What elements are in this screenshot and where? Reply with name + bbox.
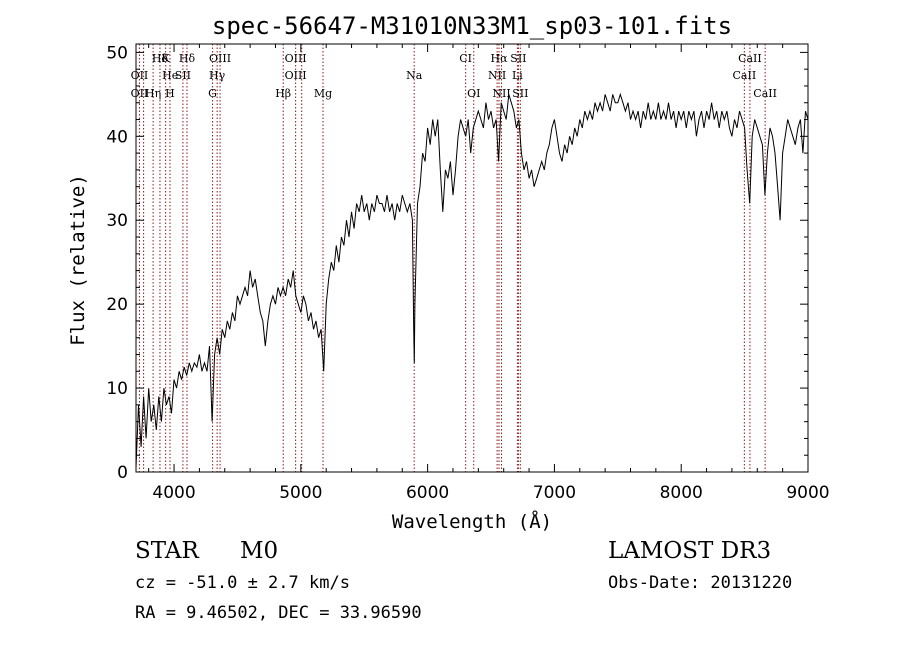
line-annotation: NII — [492, 87, 510, 100]
x-tick-label: 5000 — [279, 483, 322, 503]
observation-date: Obs-Date: 20131220 — [608, 573, 793, 593]
line-annotation: OI — [467, 87, 480, 100]
x-axis-label: Wavelength (Å) — [392, 510, 552, 533]
line-annotation: Hβ — [275, 87, 291, 100]
y-tick-label: 30 — [106, 211, 128, 231]
plot-frame — [135, 43, 809, 473]
line-annotation: SII — [512, 87, 528, 100]
y-tick-label: 10 — [106, 379, 128, 399]
line-markers — [138, 44, 766, 472]
x-tick-label: 6000 — [406, 483, 449, 503]
x-tick-label: 9000 — [786, 483, 829, 503]
spectrum-line — [135, 92, 809, 468]
line-annotation: Hα — [490, 52, 508, 65]
y-tick-label: 50 — [106, 43, 128, 63]
line-annotation: CaII — [738, 52, 762, 65]
line-annotation: CI — [459, 52, 472, 65]
line-annotation: SII — [175, 69, 191, 82]
line-annotation: Mg — [314, 87, 332, 100]
line-annotation: Li — [512, 69, 523, 82]
x-tick-label: 7000 — [533, 483, 576, 503]
line-annotation: NII — [488, 69, 506, 82]
object-subclass: M0 — [240, 538, 279, 564]
line-annotation: OII — [131, 87, 149, 100]
y-axis-ticks: 0 10 20 30 40 50 — [106, 43, 808, 483]
line-annotation: CaII — [753, 87, 777, 100]
line-annotation: Na — [406, 69, 423, 82]
line-annotation: Hδ — [179, 52, 196, 65]
x-tick-label: 8000 — [660, 483, 703, 503]
object-class: STAR — [135, 538, 199, 564]
line-annotation: H — [165, 87, 175, 100]
survey-name: LAMOST DR3 — [608, 538, 772, 564]
line-annotation: Hη — [145, 87, 161, 100]
y-tick-label: 20 — [106, 295, 128, 315]
x-tick-label: 4000 — [152, 483, 195, 503]
line-annotation: He — [162, 69, 178, 82]
ra-dec-coordinates: RA = 9.46502, DEC = 33.96590 — [135, 603, 422, 623]
line-annotation: G — [208, 87, 217, 100]
line-annotation: OIII — [285, 52, 307, 65]
y-tick-label: 40 — [106, 127, 128, 147]
line-annotation: SII — [510, 52, 526, 65]
line-annotation: OIII — [285, 69, 307, 82]
line-annotation: Hγ — [209, 69, 226, 82]
line-annotation: Hδ — [152, 52, 169, 65]
y-tick-label: 0 — [117, 463, 128, 483]
chart-title: spec-56647-M31010N33M1_sp03-101.fits — [212, 12, 732, 40]
x-axis-ticks: 4000 5000 6000 7000 8000 9000 — [148, 44, 830, 503]
y-axis-label: Flux (relative) — [67, 174, 89, 346]
line-annotation: CaII — [733, 69, 757, 82]
line-annotation: OII — [131, 69, 149, 82]
line-annotation: K — [162, 52, 171, 65]
redshift-velocity: cz = -51.0 ± 2.7 km/s — [135, 573, 350, 593]
line-annotation: OIII — [209, 52, 231, 65]
